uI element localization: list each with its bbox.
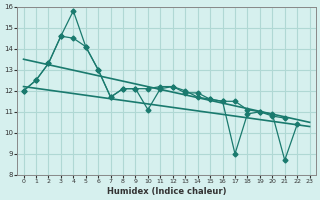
X-axis label: Humidex (Indice chaleur): Humidex (Indice chaleur)	[107, 187, 226, 196]
